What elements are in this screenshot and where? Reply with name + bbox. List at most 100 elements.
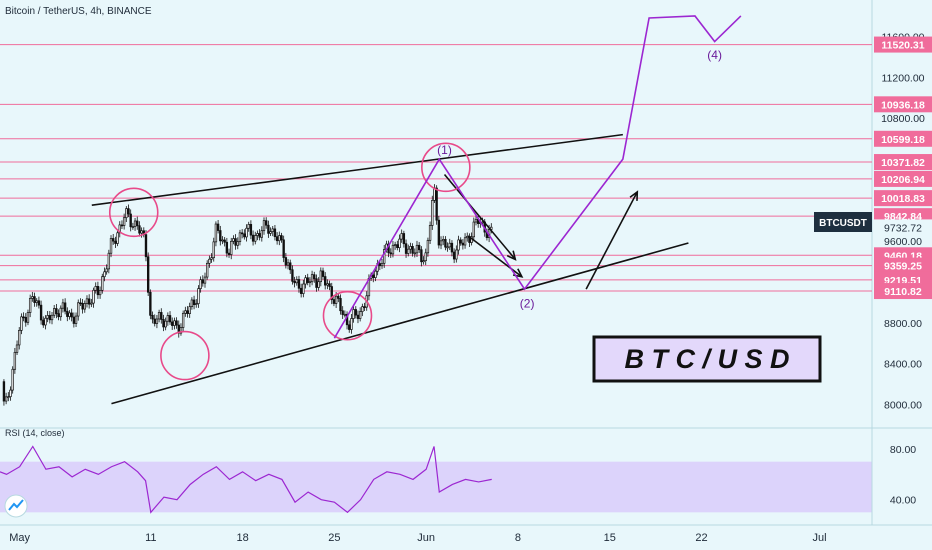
candle-body [70, 312, 73, 318]
price-tick-label: 8000.00 [884, 400, 922, 412]
candle-body [348, 324, 351, 330]
candle-body [68, 312, 71, 317]
candle-body [280, 235, 283, 241]
candle-body [391, 244, 395, 255]
candle-body [66, 310, 69, 317]
candle-body [4, 396, 8, 402]
candle-body [249, 224, 253, 236]
candle-body [409, 246, 412, 250]
level-label-bg [874, 283, 932, 300]
candle-body [160, 312, 163, 320]
candle-body [85, 298, 89, 304]
tradingview-logo[interactable] [4, 494, 28, 518]
rsi-series-line [0, 445, 492, 514]
candle-body [63, 302, 67, 312]
time-tick-label: 25 [328, 532, 340, 544]
candle-body [358, 311, 362, 319]
candle-body [179, 327, 183, 334]
candle-body [337, 295, 340, 299]
candle-body [168, 315, 172, 323]
candle-body [39, 304, 43, 321]
candle-body [203, 276, 207, 284]
candle-body [177, 324, 180, 334]
candle-body [206, 262, 209, 278]
logo-mark-icon [8, 499, 24, 511]
candle-body [9, 389, 12, 398]
candle-body [328, 283, 331, 287]
candle-body [216, 223, 220, 231]
candle-body [310, 274, 314, 283]
candle-body [188, 306, 191, 314]
candle-body [289, 262, 292, 271]
candle-body [420, 249, 423, 263]
candle-body [378, 263, 382, 267]
candle-body [354, 309, 357, 316]
candle-body [407, 248, 410, 254]
trendline [91, 133, 623, 206]
candle-body [13, 351, 17, 370]
candle-body [466, 235, 469, 239]
candle-body [175, 320, 178, 326]
candle-body [20, 316, 23, 331]
candle-body [212, 241, 215, 259]
candle-body [77, 302, 80, 317]
candle-body [31, 296, 34, 299]
highlight-circle [108, 187, 159, 238]
candle-body [313, 274, 316, 280]
candle-body [459, 239, 462, 244]
candle-body [293, 280, 296, 284]
price-tick-label: 8400.00 [884, 359, 922, 371]
candle-body [424, 252, 427, 262]
candle-body [225, 241, 229, 254]
candle-body [96, 286, 100, 296]
rsi-band [0, 461, 872, 513]
candle-body [190, 299, 194, 307]
highlight-circles [108, 142, 471, 381]
level-label-bg [874, 170, 932, 187]
time-tick-label: 22 [695, 532, 707, 544]
candle-body [155, 318, 159, 324]
candle-body [107, 252, 111, 270]
rsi-tick-label: 80.00 [890, 444, 916, 456]
candle-body [389, 252, 392, 255]
candle-body [461, 242, 465, 246]
candle-body [452, 251, 456, 260]
candle-body [112, 238, 115, 242]
candle-body [101, 276, 104, 291]
candle-body [345, 313, 349, 326]
candle-body [28, 298, 32, 313]
candle-body [269, 231, 272, 234]
candle-body [214, 223, 218, 243]
candle-body [258, 233, 261, 238]
candle-body [374, 270, 377, 279]
level-label: 10371.82 [881, 157, 925, 169]
candle-body [315, 278, 318, 288]
up-arrow [585, 191, 638, 290]
candle-body [53, 308, 56, 316]
candle-body [129, 213, 132, 228]
candle-body [234, 238, 237, 246]
candle-body [125, 208, 128, 219]
level-label-bg [874, 154, 932, 171]
candle-body [472, 221, 475, 238]
candle-body [330, 286, 333, 300]
candle-body [81, 303, 84, 310]
level-labels: 11520.31 10936.18 10599.18 10371.82 10206.94… [874, 36, 932, 300]
current-price-bg [874, 219, 932, 236]
candle-body [411, 246, 414, 254]
candle-body [166, 315, 170, 322]
candle-body [236, 241, 239, 246]
rsi-label: RSI (14, close) [5, 428, 65, 438]
candle-body [319, 270, 323, 283]
candle-body [339, 298, 342, 312]
banner-text: B T C / U S D [624, 344, 789, 374]
candle-body [317, 281, 320, 288]
time-axis[interactable]: May 11 18 25 Jun 8 15 22 Jul [9, 532, 826, 544]
candle-body [33, 296, 36, 303]
up-arrow-head [629, 190, 639, 201]
candle-body [221, 239, 224, 242]
candle-body [26, 312, 30, 323]
candle-body [415, 244, 419, 254]
candle-body [343, 313, 347, 316]
